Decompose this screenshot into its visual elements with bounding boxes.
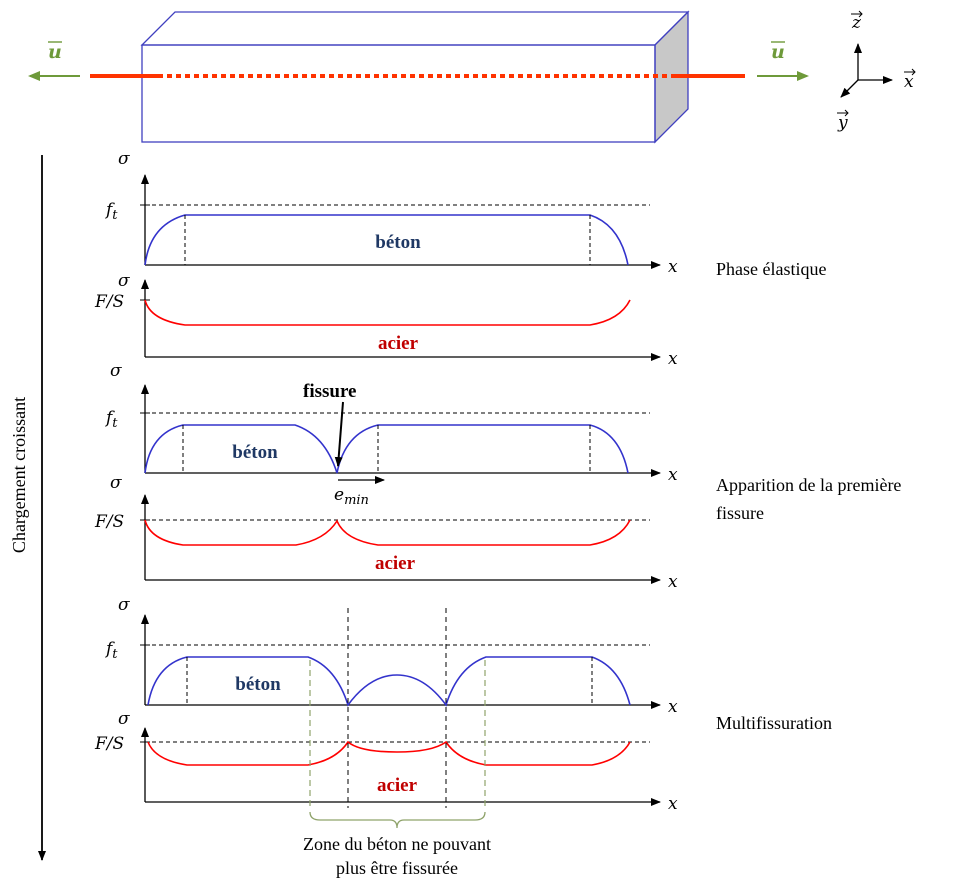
concrete-label: béton: [375, 232, 421, 253]
coordinate-frame: z x y: [837, 10, 916, 133]
steel-stress-plot: σ F/S x acier: [94, 271, 678, 369]
concrete-stress-plot: σ ft x béton: [104, 149, 678, 277]
sigma-label: σ: [118, 709, 130, 729]
ft-label: ft: [104, 408, 118, 431]
steel-stress-plot: σ F/S x acier: [94, 473, 678, 592]
steel-label: acier: [375, 553, 416, 574]
phase-label-part-2: fissure: [716, 503, 764, 523]
sigma-label: σ: [118, 271, 130, 291]
uncrackable-zone: Zone du béton ne pouvant plus être fissu…: [303, 660, 491, 878]
loading-axis-label: Chargement croissant: [9, 397, 29, 553]
u-vector-left: u: [48, 41, 62, 63]
concrete-label: béton: [235, 674, 281, 695]
concrete-block: [140, 10, 690, 144]
phase-label-part-1: Apparition de la première: [716, 475, 901, 495]
crack-position-lines: [347, 608, 447, 808]
phase-label-line1: Apparition de la première fissure: [716, 475, 901, 523]
ft-letter: f: [104, 200, 115, 220]
phase-first-crack: σ ft x béton fissure emin σ F/S x acier …: [94, 361, 901, 592]
zone-brace: [309, 811, 486, 829]
steel-stress-curve: [147, 740, 631, 766]
ft-subscript: t: [112, 647, 118, 662]
zone-label-line2: plus être fissurée: [336, 858, 458, 878]
x-label: x: [668, 465, 678, 485]
fs-label: F/S: [94, 512, 124, 532]
block-top-face: [140, 11, 690, 46]
phase-multicracking: σ ft x béton σ F/S x acier Zone: [94, 595, 832, 878]
y-axis-label: y: [837, 113, 848, 133]
sigma-label: σ: [118, 149, 130, 169]
phase-elastic: σ ft x béton σ F/S x acier Phase élastiq…: [94, 149, 826, 369]
ft-letter: f: [104, 408, 115, 428]
fs-label: F/S: [94, 734, 124, 754]
crack-arrow: [334, 401, 344, 467]
concrete-stress-curve: [144, 424, 629, 474]
x-label: x: [668, 349, 678, 369]
crack-label: fissure: [303, 381, 356, 402]
ft-letter: f: [104, 639, 115, 659]
ft-subscript: t: [112, 416, 118, 431]
concrete-stress-curve: [147, 656, 631, 707]
sigma-label: σ: [110, 473, 122, 493]
y-axis-arrow: [840, 79, 859, 98]
phase-label: Multifissuration: [716, 713, 832, 733]
steel-stress-curve: [144, 299, 631, 326]
sigma-label: σ: [118, 595, 130, 615]
x-label: x: [668, 794, 678, 814]
steel-label: acier: [377, 775, 418, 796]
block-front-face: [141, 44, 656, 143]
z-overarrow: [851, 10, 863, 18]
steel-label: acier: [378, 333, 419, 354]
x-label: x: [668, 257, 678, 277]
fs-label: F/S: [94, 292, 124, 312]
u-vector-right: u: [771, 41, 785, 63]
x-label: x: [668, 572, 678, 592]
emin-label: emin: [334, 485, 369, 508]
steel-stress-plot: σ F/S x acier: [94, 709, 678, 814]
x-axis-label: x: [904, 72, 914, 92]
z-axis-label: z: [851, 13, 862, 33]
emin-letter: e: [334, 485, 344, 505]
concrete-label: béton: [232, 442, 278, 463]
x-label: x: [668, 697, 678, 717]
emin-subscript: min: [344, 493, 369, 508]
sigma-label: σ: [110, 361, 122, 381]
concrete-stress-plot: σ ft x béton: [104, 595, 678, 717]
ft-label: ft: [104, 639, 118, 662]
concrete-stress-curve: [144, 214, 629, 266]
phase-label: Phase élastique: [716, 259, 826, 279]
y-overarrow: [837, 109, 849, 117]
steel-stress-curve: [144, 519, 631, 546]
ft-label: ft: [104, 200, 118, 223]
concrete-stress-plot: σ ft x béton fissure emin: [104, 361, 678, 508]
ft-subscript: t: [112, 208, 118, 223]
zone-label-line1: Zone du béton ne pouvant: [303, 834, 491, 854]
x-overarrow: [904, 68, 916, 76]
